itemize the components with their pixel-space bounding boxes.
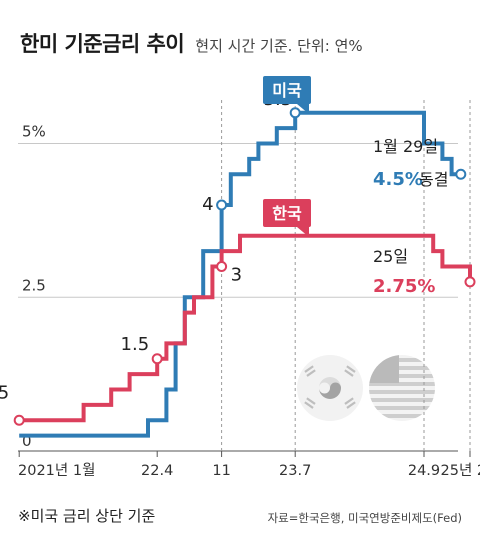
x-tick-label: 24.9 [408, 463, 440, 479]
status-note: 동결 [419, 170, 448, 189]
y-tick-label: 2.5 [22, 276, 46, 294]
title-row: 한미 기준금리 추이 현지 시간 기준. 단위: 연% [20, 28, 363, 58]
series-badge-korea: 한국 [263, 199, 311, 237]
us-flag-icon [369, 355, 435, 421]
latest-value-label: 2.75% [373, 276, 435, 297]
value-label: 4 [202, 194, 213, 215]
chart-subtitle: 현지 시간 기준. 단위: 연% [195, 37, 363, 55]
data-point-marker [13, 414, 25, 426]
value-label: 1.5 [121, 334, 150, 355]
y-tick-label: 0 [22, 432, 32, 450]
data-point-marker [216, 199, 228, 211]
data-point-marker [289, 107, 301, 119]
series-badge-label: 한국 [272, 204, 302, 223]
x-tick-label: 22.4 [141, 463, 173, 479]
series-line-korea [19, 233, 472, 423]
series-badge-label: 미국 [272, 81, 302, 100]
latest-value-label: 4.5% [373, 169, 423, 190]
x-tick-label: 11 [212, 463, 230, 479]
value-label: 0.5 [0, 382, 9, 403]
data-point-marker [216, 261, 228, 272]
footnote: ※미국 금리 상단 기준 [18, 507, 156, 525]
x-tick-label: 2021년 1월 [18, 462, 95, 479]
series-line-us [19, 110, 461, 438]
data-point-marker [151, 353, 163, 365]
data-point-marker [464, 276, 476, 288]
series-badge-us: 미국 [263, 76, 311, 114]
y-tick-label: 5% [22, 123, 46, 141]
date-label: 1월 29일 [373, 137, 438, 156]
data-point-marker [455, 168, 467, 180]
x-tick-label: 25년 2월 [441, 462, 480, 479]
series-layer [19, 110, 472, 438]
chart-title: 한미 기준금리 추이 [20, 32, 185, 56]
korea-flag-icon [297, 355, 363, 421]
value-label: 3 [231, 265, 242, 286]
source-note: 자료=한국은행, 미국연방준비제도(Fed) [267, 511, 462, 525]
date-label: 25일 [373, 247, 408, 266]
x-tick-label: 23.7 [279, 463, 311, 479]
